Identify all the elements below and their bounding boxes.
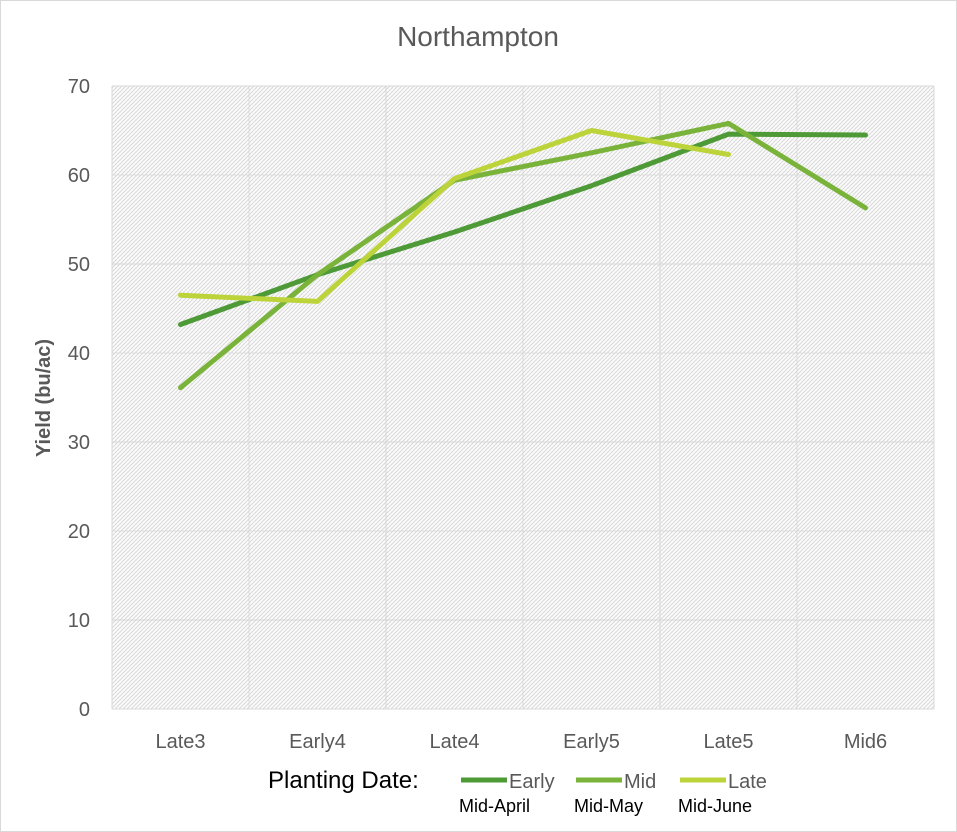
x-tick-label: Late4 — [429, 731, 479, 753]
y-axis: 0 10 20 30 40 50 60 70 — [68, 76, 90, 721]
legend-prefix: Planting Date: — [268, 767, 419, 794]
y-tick-label: 0 — [79, 699, 90, 721]
legend: Planting Date: Early Mid-April Mid Mid-May L… — [268, 767, 767, 816]
legend-label-early: Early — [509, 771, 555, 793]
x-tick-label: Early4 — [289, 731, 346, 753]
x-tick-label: Late5 — [703, 731, 753, 753]
legend-sublabel-early: Mid-April — [459, 796, 530, 816]
y-tick-label: 20 — [68, 521, 90, 543]
series-line-early — [178, 131, 868, 327]
y-tick-label: 50 — [68, 254, 90, 276]
legend-sublabel-mid: Mid-May — [574, 796, 643, 816]
x-tick-label: Early5 — [563, 731, 620, 753]
y-tick-label: 40 — [68, 343, 90, 365]
y-tick-label: 10 — [68, 610, 90, 632]
series-line-mid — [178, 120, 868, 391]
y-tick-label: 30 — [68, 432, 90, 454]
x-tick-label: Mid6 — [844, 731, 887, 753]
y-axis-label: Yield (bu/ac) — [33, 339, 55, 457]
legend-label-late: Late — [728, 771, 767, 793]
gridlines — [111, 85, 935, 710]
y-tick-label: 60 — [68, 165, 90, 187]
chart-title: Northampton — [397, 21, 559, 52]
x-axis: Late3 Early4 Late4 Early5 Late5 Mid6 — [155, 731, 887, 753]
y-tick-label: 70 — [68, 76, 90, 98]
series-line-late — [178, 128, 731, 304]
legend-sublabel-late: Mid-June — [678, 796, 752, 816]
legend-label-mid: Mid — [624, 771, 656, 793]
series-lines — [178, 120, 868, 391]
x-tick-label: Late3 — [155, 731, 205, 753]
